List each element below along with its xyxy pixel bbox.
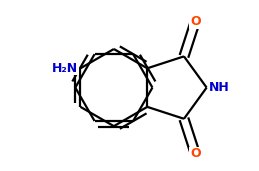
Text: O: O	[190, 15, 201, 28]
Text: O: O	[190, 147, 201, 160]
Text: H₂N: H₂N	[52, 62, 78, 75]
Text: NH: NH	[209, 81, 229, 94]
